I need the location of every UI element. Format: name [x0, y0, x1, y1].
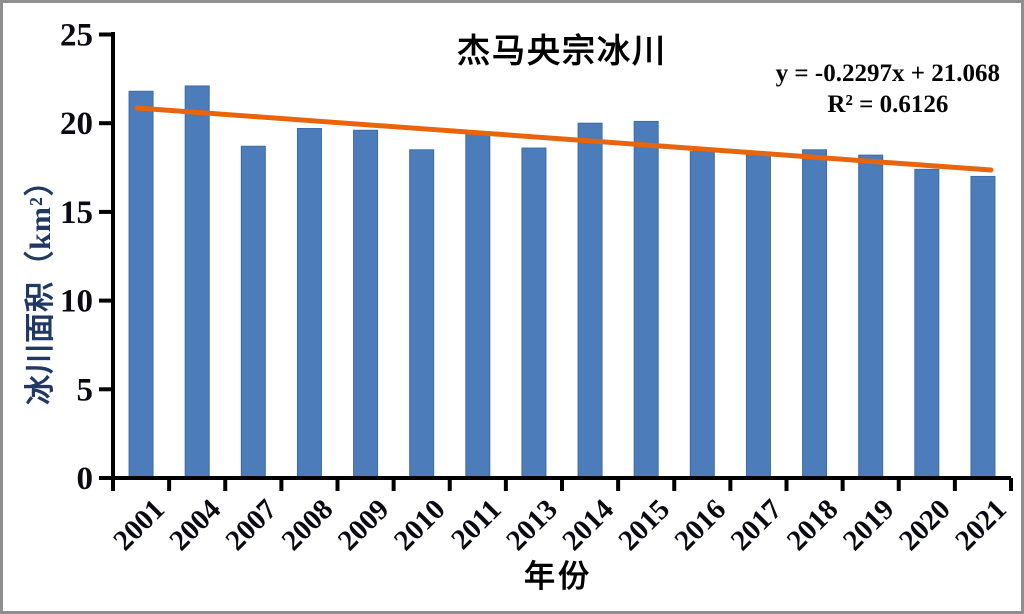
bar-2014	[577, 122, 603, 479]
bar-2008	[296, 128, 322, 479]
bar-2011	[465, 133, 491, 479]
x-tick-label-2021: 2021	[949, 493, 1013, 557]
x-tick-label-2009: 2009	[332, 493, 396, 557]
x-tick-label-2004: 2004	[163, 493, 227, 557]
x-tick-label-2007: 2007	[220, 493, 284, 557]
y-tick-label: 5	[77, 372, 94, 408]
y-tick-label: 25	[60, 18, 93, 54]
x-tick-label-2017: 2017	[725, 493, 789, 557]
bar-2001	[128, 90, 154, 479]
trendline-equation-block: y = -0.2297x + 21.068 R² = 0.6126	[776, 58, 1000, 120]
bar-2013	[521, 147, 547, 479]
x-tick-label-2020: 2020	[893, 493, 957, 557]
x-tick-label-2018: 2018	[781, 493, 845, 557]
bar-2020	[914, 168, 940, 479]
x-tick-label-2019: 2019	[837, 493, 901, 557]
bar-2007	[240, 145, 266, 479]
x-axis-title: 年份	[524, 559, 592, 594]
bar-2017	[745, 152, 771, 479]
y-tick-label: 15	[60, 195, 93, 231]
y-tick-label: 0	[77, 461, 94, 497]
y-tick-label: 10	[60, 284, 93, 320]
x-tick-label-2015: 2015	[612, 493, 676, 557]
x-tick-label-2008: 2008	[276, 493, 340, 557]
x-tick-label-2010: 2010	[388, 493, 452, 557]
bar-2018	[802, 149, 828, 479]
x-tick-label-2001: 2001	[107, 493, 171, 557]
chart-title: 杰马央宗冰川	[457, 34, 667, 70]
bar-2009	[353, 129, 379, 479]
y-tick-label: 20	[60, 106, 93, 142]
bar-2021	[970, 175, 996, 479]
y-axis-title: 冰川面积（km²）	[24, 165, 57, 405]
x-tick-label-2011: 2011	[445, 493, 508, 556]
x-tick-label-2014: 2014	[556, 493, 620, 557]
bar-2015	[633, 120, 659, 479]
bar-2010	[409, 149, 435, 479]
bar-2004	[184, 85, 210, 479]
bar-2016	[689, 151, 715, 479]
trendline-r-squared: R² = 0.6126	[827, 91, 949, 118]
trendline-equation: y = -0.2297x + 21.068	[775, 60, 1000, 87]
x-tick-label-2016: 2016	[669, 493, 733, 557]
x-tick-label-2013: 2013	[500, 493, 564, 557]
bar-2019	[858, 154, 884, 479]
trendline	[134, 105, 994, 173]
